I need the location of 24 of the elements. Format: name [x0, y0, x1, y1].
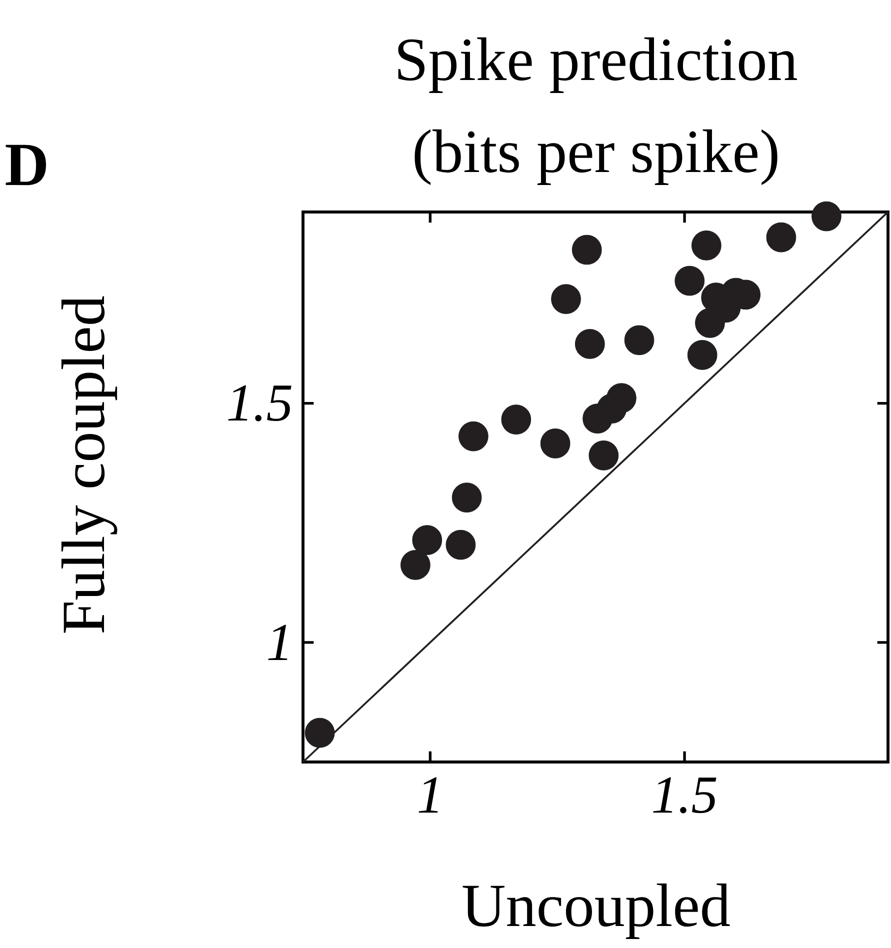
point — [812, 201, 842, 232]
point — [624, 325, 654, 356]
point — [674, 266, 705, 296]
point — [691, 230, 722, 260]
point — [452, 482, 482, 512]
point — [412, 525, 442, 556]
point — [588, 440, 619, 470]
point — [766, 222, 796, 252]
chart-subtitle: (bits per spike) — [414, 129, 778, 186]
point — [574, 329, 605, 359]
point — [304, 718, 335, 748]
point — [551, 284, 581, 314]
y-axis-title: Fully coupled — [61, 296, 118, 633]
point — [458, 421, 488, 452]
x-axis-title: Uncoupled — [462, 883, 730, 940]
point — [540, 428, 570, 458]
point — [400, 550, 430, 580]
point — [606, 383, 636, 413]
text: D — [6, 144, 46, 186]
point — [572, 234, 602, 265]
point — [446, 530, 476, 560]
point — [501, 404, 532, 434]
chart-title: Spike prediction — [398, 37, 797, 94]
point — [687, 340, 718, 370]
